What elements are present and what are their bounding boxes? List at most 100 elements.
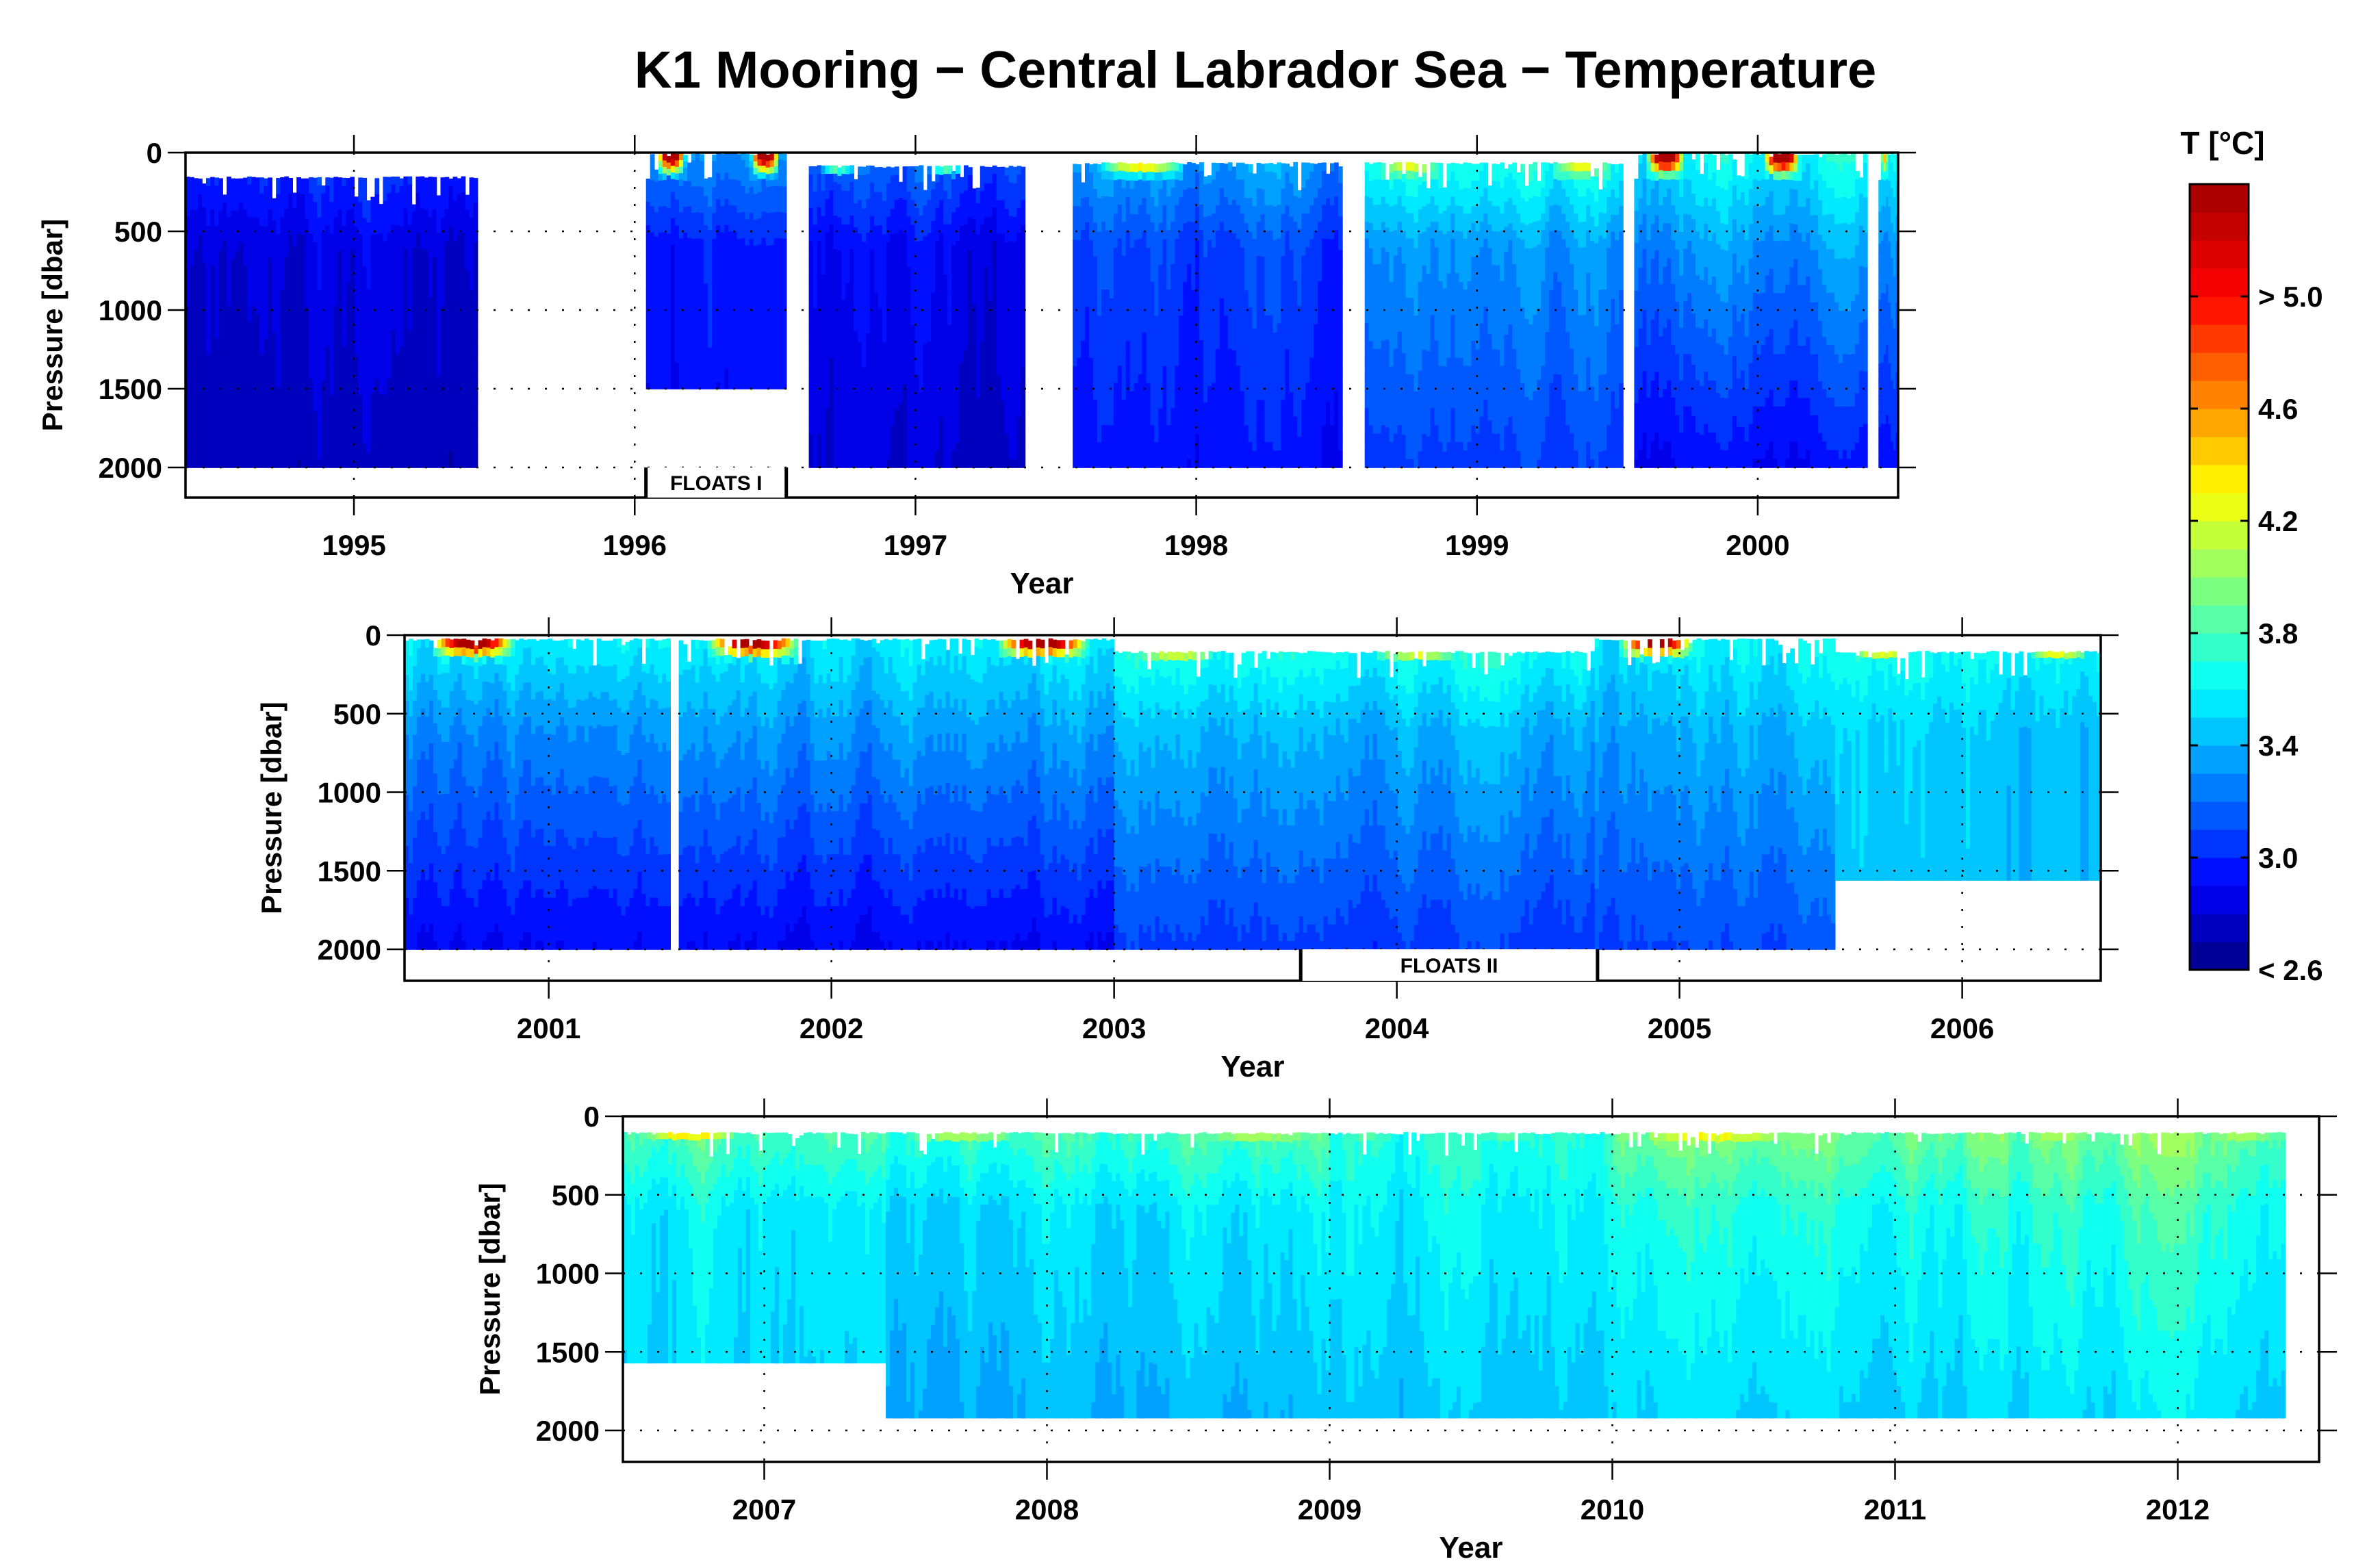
heatmap-cell	[670, 211, 676, 219]
heatmap-cell	[691, 206, 696, 214]
heatmap-cell	[687, 181, 692, 188]
heatmap-cell	[370, 317, 376, 326]
heatmap-cell	[753, 259, 758, 266]
heatmap-cell	[231, 339, 235, 348]
heatmap-cell	[333, 233, 339, 242]
heatmap-cell	[342, 258, 347, 267]
heatmap-cell	[683, 161, 688, 169]
heatmap-cell	[198, 235, 203, 244]
heatmap-cell	[741, 271, 746, 279]
heatmap-cell	[473, 226, 478, 235]
heatmap-cell	[935, 450, 941, 460]
heatmap-cell	[461, 346, 466, 355]
heatmap-cell	[185, 201, 190, 210]
heatmap-cell	[757, 310, 763, 318]
heatmap-cell	[898, 451, 904, 461]
heatmap-cell	[737, 362, 742, 370]
heatmap-cell	[761, 231, 767, 239]
heatmap-cell	[313, 202, 318, 211]
heatmap-cell	[432, 394, 437, 404]
heatmap-cell	[841, 257, 846, 267]
heatmap-cell	[829, 366, 834, 376]
heatmap-cell	[210, 209, 215, 218]
heatmap-cell	[923, 359, 928, 368]
heatmap-cell	[346, 194, 351, 203]
heatmap-cell	[403, 354, 409, 363]
heatmap-cell	[745, 186, 750, 194]
heatmap-cell	[943, 232, 948, 242]
heatmap-cell	[737, 336, 742, 344]
heatmap-cell	[753, 252, 758, 259]
heatmap-cell	[391, 249, 396, 258]
heatmap-cell	[190, 225, 194, 235]
heatmap-cell	[350, 322, 355, 331]
heatmap-cell	[300, 218, 305, 227]
heatmap-cell	[658, 278, 663, 285]
heatmap-cell	[383, 257, 388, 266]
heatmap-cell	[243, 346, 248, 356]
heatmap-cell	[222, 459, 227, 468]
heatmap-cell	[329, 419, 335, 428]
heatmap-cell	[379, 321, 384, 329]
heatmap-cell	[658, 343, 663, 350]
heatmap-cell	[765, 343, 771, 350]
heatmap-cell	[704, 207, 708, 214]
heatmap-cell	[210, 225, 215, 234]
heatmap-cell	[757, 159, 763, 167]
heatmap-cell	[222, 437, 227, 446]
heatmap-cell	[231, 178, 235, 188]
heatmap-cell	[452, 209, 458, 218]
heatmap-cell	[346, 459, 351, 468]
heatmap-cell	[333, 298, 339, 307]
heatmap-cell	[902, 434, 908, 444]
heatmap-cell	[662, 166, 667, 175]
heatmap-cell	[222, 369, 227, 377]
heatmap-cell	[687, 344, 692, 352]
heatmap-cell	[849, 198, 854, 208]
heatmap-cell	[931, 364, 936, 373]
heatmap-cell	[841, 342, 846, 351]
heatmap-cell	[866, 274, 871, 284]
heatmap-cell	[869, 350, 875, 359]
heatmap-cell	[222, 407, 227, 415]
heatmap-cell	[808, 216, 814, 226]
heatmap-cell	[420, 192, 425, 201]
heatmap-cell	[782, 258, 787, 266]
heatmap-cell	[778, 244, 783, 252]
heatmap-cell	[296, 290, 301, 299]
heatmap-cell	[943, 342, 948, 351]
heatmap-cell	[309, 378, 314, 387]
heatmap-cell	[935, 241, 941, 250]
heatmap-cell	[732, 316, 738, 324]
heatmap-cell	[862, 342, 867, 351]
heatmap-cell	[457, 387, 462, 396]
heatmap-cell	[264, 371, 268, 380]
heatmap-cell	[674, 277, 680, 285]
heatmap-cell	[190, 451, 194, 460]
heatmap-cell	[235, 210, 240, 220]
heatmap-cell	[858, 459, 862, 468]
heatmap-cell	[854, 251, 858, 260]
heatmap-cell	[305, 290, 309, 300]
heatmap-cell	[313, 338, 318, 348]
heatmap-cell	[890, 175, 895, 185]
heatmap-cell	[683, 259, 688, 266]
heatmap-cell	[231, 315, 235, 324]
heatmap-cell	[886, 359, 891, 368]
heatmap-cell	[206, 202, 211, 211]
heatmap-cell	[654, 339, 659, 347]
heatmap-cell	[222, 202, 227, 211]
heatmap-cell	[906, 266, 912, 276]
heatmap-cell	[469, 306, 474, 316]
heatmap-cell	[674, 271, 680, 279]
heatmap-cell	[737, 317, 742, 324]
heatmap-cell	[678, 375, 684, 383]
heatmap-cell	[914, 333, 920, 343]
heatmap-cell	[894, 367, 899, 376]
heatmap-cell	[778, 159, 783, 167]
heatmap-cell	[662, 245, 667, 253]
heatmap-cell	[403, 378, 409, 387]
heatmap-cell	[678, 349, 684, 357]
heatmap-cell	[379, 343, 384, 351]
heatmap-cell	[243, 298, 248, 307]
